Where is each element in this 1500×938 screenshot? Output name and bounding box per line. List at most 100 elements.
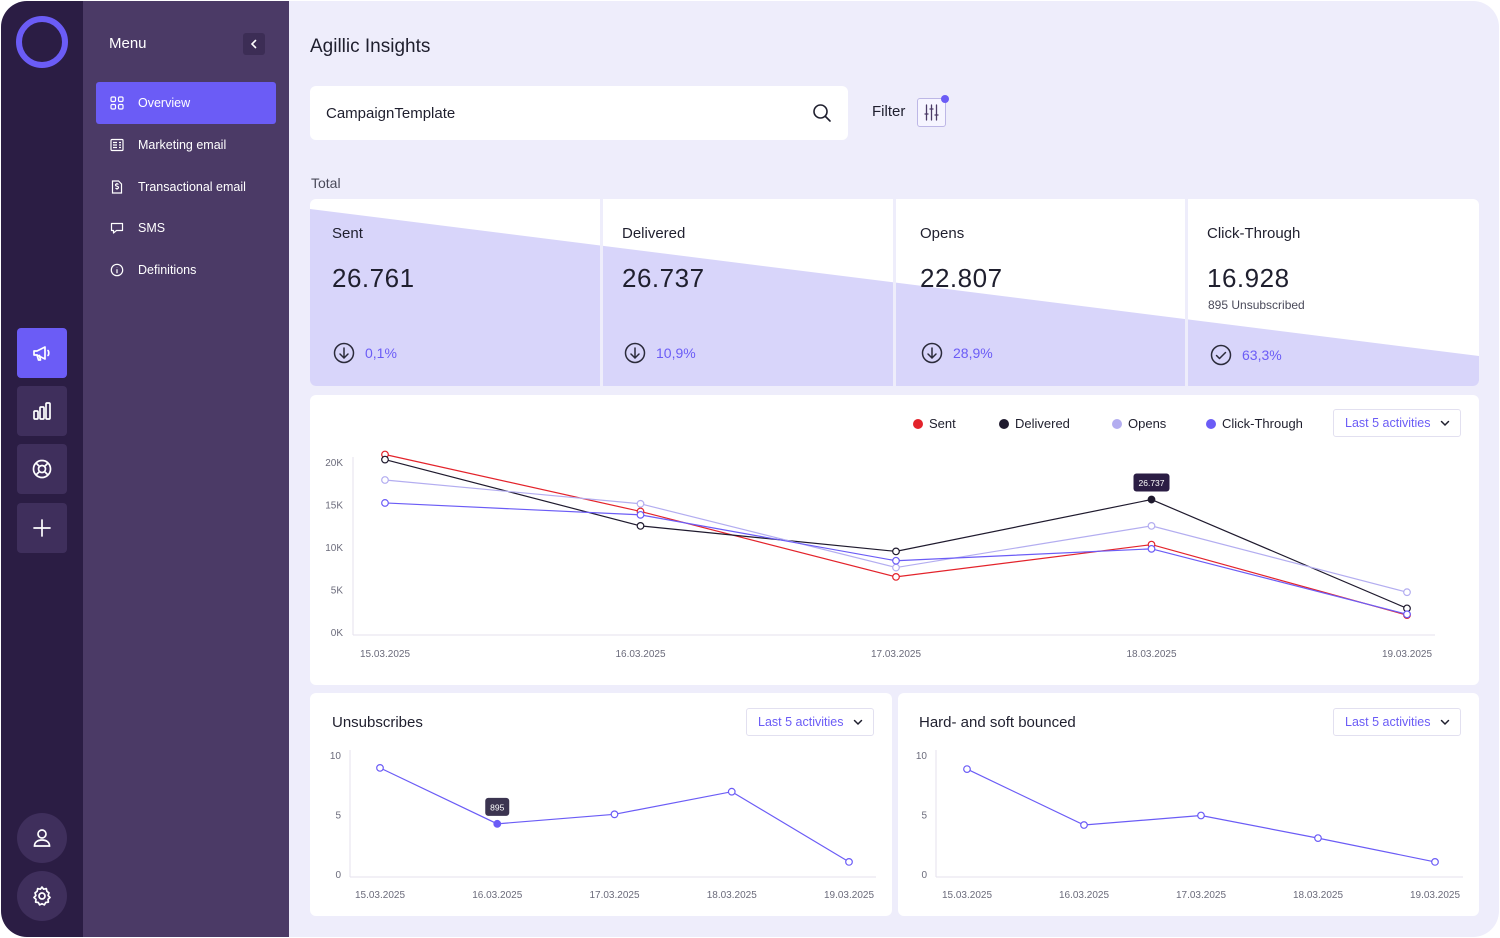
- data-point: [1147, 521, 1156, 530]
- search-bar: [310, 86, 848, 140]
- card-divider: [1185, 199, 1188, 386]
- unsubscribes-line-chart: 10 5 0 15.03.2025 16.03.2025 17.03.2025 18.03.…: [330, 750, 876, 901]
- stat-label: Click-Through: [1207, 225, 1301, 242]
- x-tick-label: 17.03.2025: [871, 649, 921, 660]
- data-point: [381, 499, 389, 507]
- series-line: [384, 453, 1408, 616]
- stat-drop: 0,1%: [333, 342, 397, 364]
- legend-item-click-through: Click-Through: [1206, 416, 1303, 431]
- select-value: Last 5 activities: [758, 715, 844, 729]
- bounced-range-select[interactable]: Last 5 activities: [1333, 708, 1462, 736]
- series-line: [384, 459, 1408, 609]
- gear-icon: [33, 886, 51, 906]
- activity-line-chart: 20K 15K 10K 5K 0K 15.03.2025 16.03.2025 17.03.2…: [325, 450, 1435, 660]
- side-menu: Menu Overview Marketing email Transactio…: [83, 1, 289, 937]
- menu-item-transactional-email[interactable]: Transactional email: [96, 166, 276, 208]
- collapse-menu-button[interactable]: [243, 33, 265, 55]
- tooltip-label: 895: [490, 802, 504, 812]
- support-button[interactable]: [17, 444, 67, 494]
- x-tick-label: 15.03.2025: [360, 649, 410, 660]
- menu-item-sms[interactable]: SMS: [96, 207, 276, 249]
- data-point: [636, 499, 645, 508]
- tooltip-box: [485, 797, 510, 816]
- icon-rail: [1, 1, 83, 937]
- menu-item-label: Definitions: [138, 263, 197, 277]
- y-tick-label: 10K: [325, 543, 343, 554]
- stat-card-delivered: Delivered 26.737 10,9%: [603, 199, 893, 386]
- select-value: Last 5 activities: [1345, 416, 1431, 430]
- menu-item-overview[interactable]: Overview: [96, 82, 276, 124]
- analytics-button[interactable]: [17, 386, 67, 436]
- chevron-left-icon: [250, 39, 257, 49]
- legend-label: Click-Through: [1222, 416, 1303, 431]
- check-circle-icon: [1210, 344, 1232, 366]
- x-tick-label: 15.03.2025: [942, 890, 992, 901]
- y-tick-label: 5: [335, 811, 341, 822]
- settings-button[interactable]: [17, 871, 67, 921]
- legend-dot: [1112, 418, 1122, 429]
- data-point: [1197, 811, 1205, 820]
- data-point: [636, 521, 645, 530]
- legend-dot: [913, 418, 923, 429]
- data-point: [963, 765, 971, 773]
- x-tick-label: 16.03.2025: [615, 649, 665, 660]
- y-tick-label: 10: [916, 751, 928, 762]
- unsubscribes-range-select[interactable]: Last 5 activities: [746, 708, 875, 736]
- stat-value: 26.737: [622, 263, 705, 293]
- data-point: [892, 563, 900, 572]
- y-tick-label: 15K: [325, 501, 343, 512]
- y-tick-label: 0: [921, 870, 927, 881]
- data-point: [1147, 544, 1156, 553]
- stat-card-click-through: Click-Through 16.928 895 Unsubscribed 63…: [1188, 199, 1479, 386]
- chevron-down-icon: [1441, 719, 1450, 726]
- legend-item-delivered: Delivered: [999, 416, 1070, 431]
- search-icon[interactable]: [812, 103, 832, 123]
- y-tick-label: 20K: [325, 458, 343, 469]
- stat-drop-value: 10,9%: [656, 345, 696, 361]
- stat-card-opens: Opens 22.807 28,9%: [896, 199, 1185, 386]
- bounced-panel: Hard- and soft bounced Last 5 activities…: [898, 693, 1479, 916]
- x-tick-label: 18.03.2025: [1293, 890, 1343, 901]
- y-tick-label: 10: [330, 751, 342, 762]
- filter-button[interactable]: [917, 98, 946, 127]
- x-tick-label: 19.03.2025: [1410, 890, 1460, 901]
- arrow-down-circle-icon: [333, 342, 355, 364]
- data-point: [727, 787, 736, 796]
- logo-icon[interactable]: [16, 16, 68, 68]
- arrow-down-circle-icon: [921, 342, 943, 364]
- data-point: [1080, 821, 1088, 829]
- data-point: [381, 476, 389, 484]
- data-point: [610, 810, 619, 819]
- menu-item-marketing-email[interactable]: Marketing email: [96, 124, 276, 166]
- search-input[interactable]: [326, 104, 812, 122]
- total-label: Total: [311, 175, 341, 191]
- legend-dot: [1206, 418, 1216, 429]
- x-tick-label: 18.03.2025: [1126, 649, 1176, 660]
- panel-title: Hard- and soft bounced: [919, 714, 1076, 731]
- card-divider: [893, 199, 896, 386]
- bounced-line-chart: 10 5 0 15.03.2025 16.03.2025 17.03.2025 18.03.…: [916, 750, 1463, 901]
- menu-item-label: SMS: [138, 221, 166, 235]
- menu-item-label: Transactional email: [138, 180, 246, 194]
- data-point: [376, 763, 384, 772]
- data-point: [381, 455, 389, 464]
- panel-title: Unsubscribes: [332, 714, 423, 731]
- newsletter-icon: [110, 138, 124, 152]
- activity-chart-panel: Sent Delivered Opens Click-Through Last …: [310, 395, 1479, 685]
- stat-value: 16.928: [1207, 263, 1290, 293]
- user-icon: [33, 829, 51, 847]
- profile-button[interactable]: [17, 813, 67, 863]
- menu-item-label: Marketing email: [138, 138, 227, 152]
- activity-range-select[interactable]: Last 5 activities: [1333, 409, 1462, 437]
- y-tick-label: 0: [335, 870, 341, 881]
- menu-item-definitions[interactable]: Definitions: [96, 249, 276, 291]
- menu-item-label: Overview: [138, 96, 191, 110]
- add-button[interactable]: [17, 503, 67, 553]
- stat-value: 22.807: [920, 263, 1003, 293]
- legend-label: Sent: [929, 416, 956, 431]
- campaigns-button[interactable]: [17, 328, 67, 378]
- data-point: [845, 858, 853, 866]
- data-point: [1403, 588, 1411, 597]
- data-point: [892, 547, 900, 556]
- data-point: [636, 510, 645, 519]
